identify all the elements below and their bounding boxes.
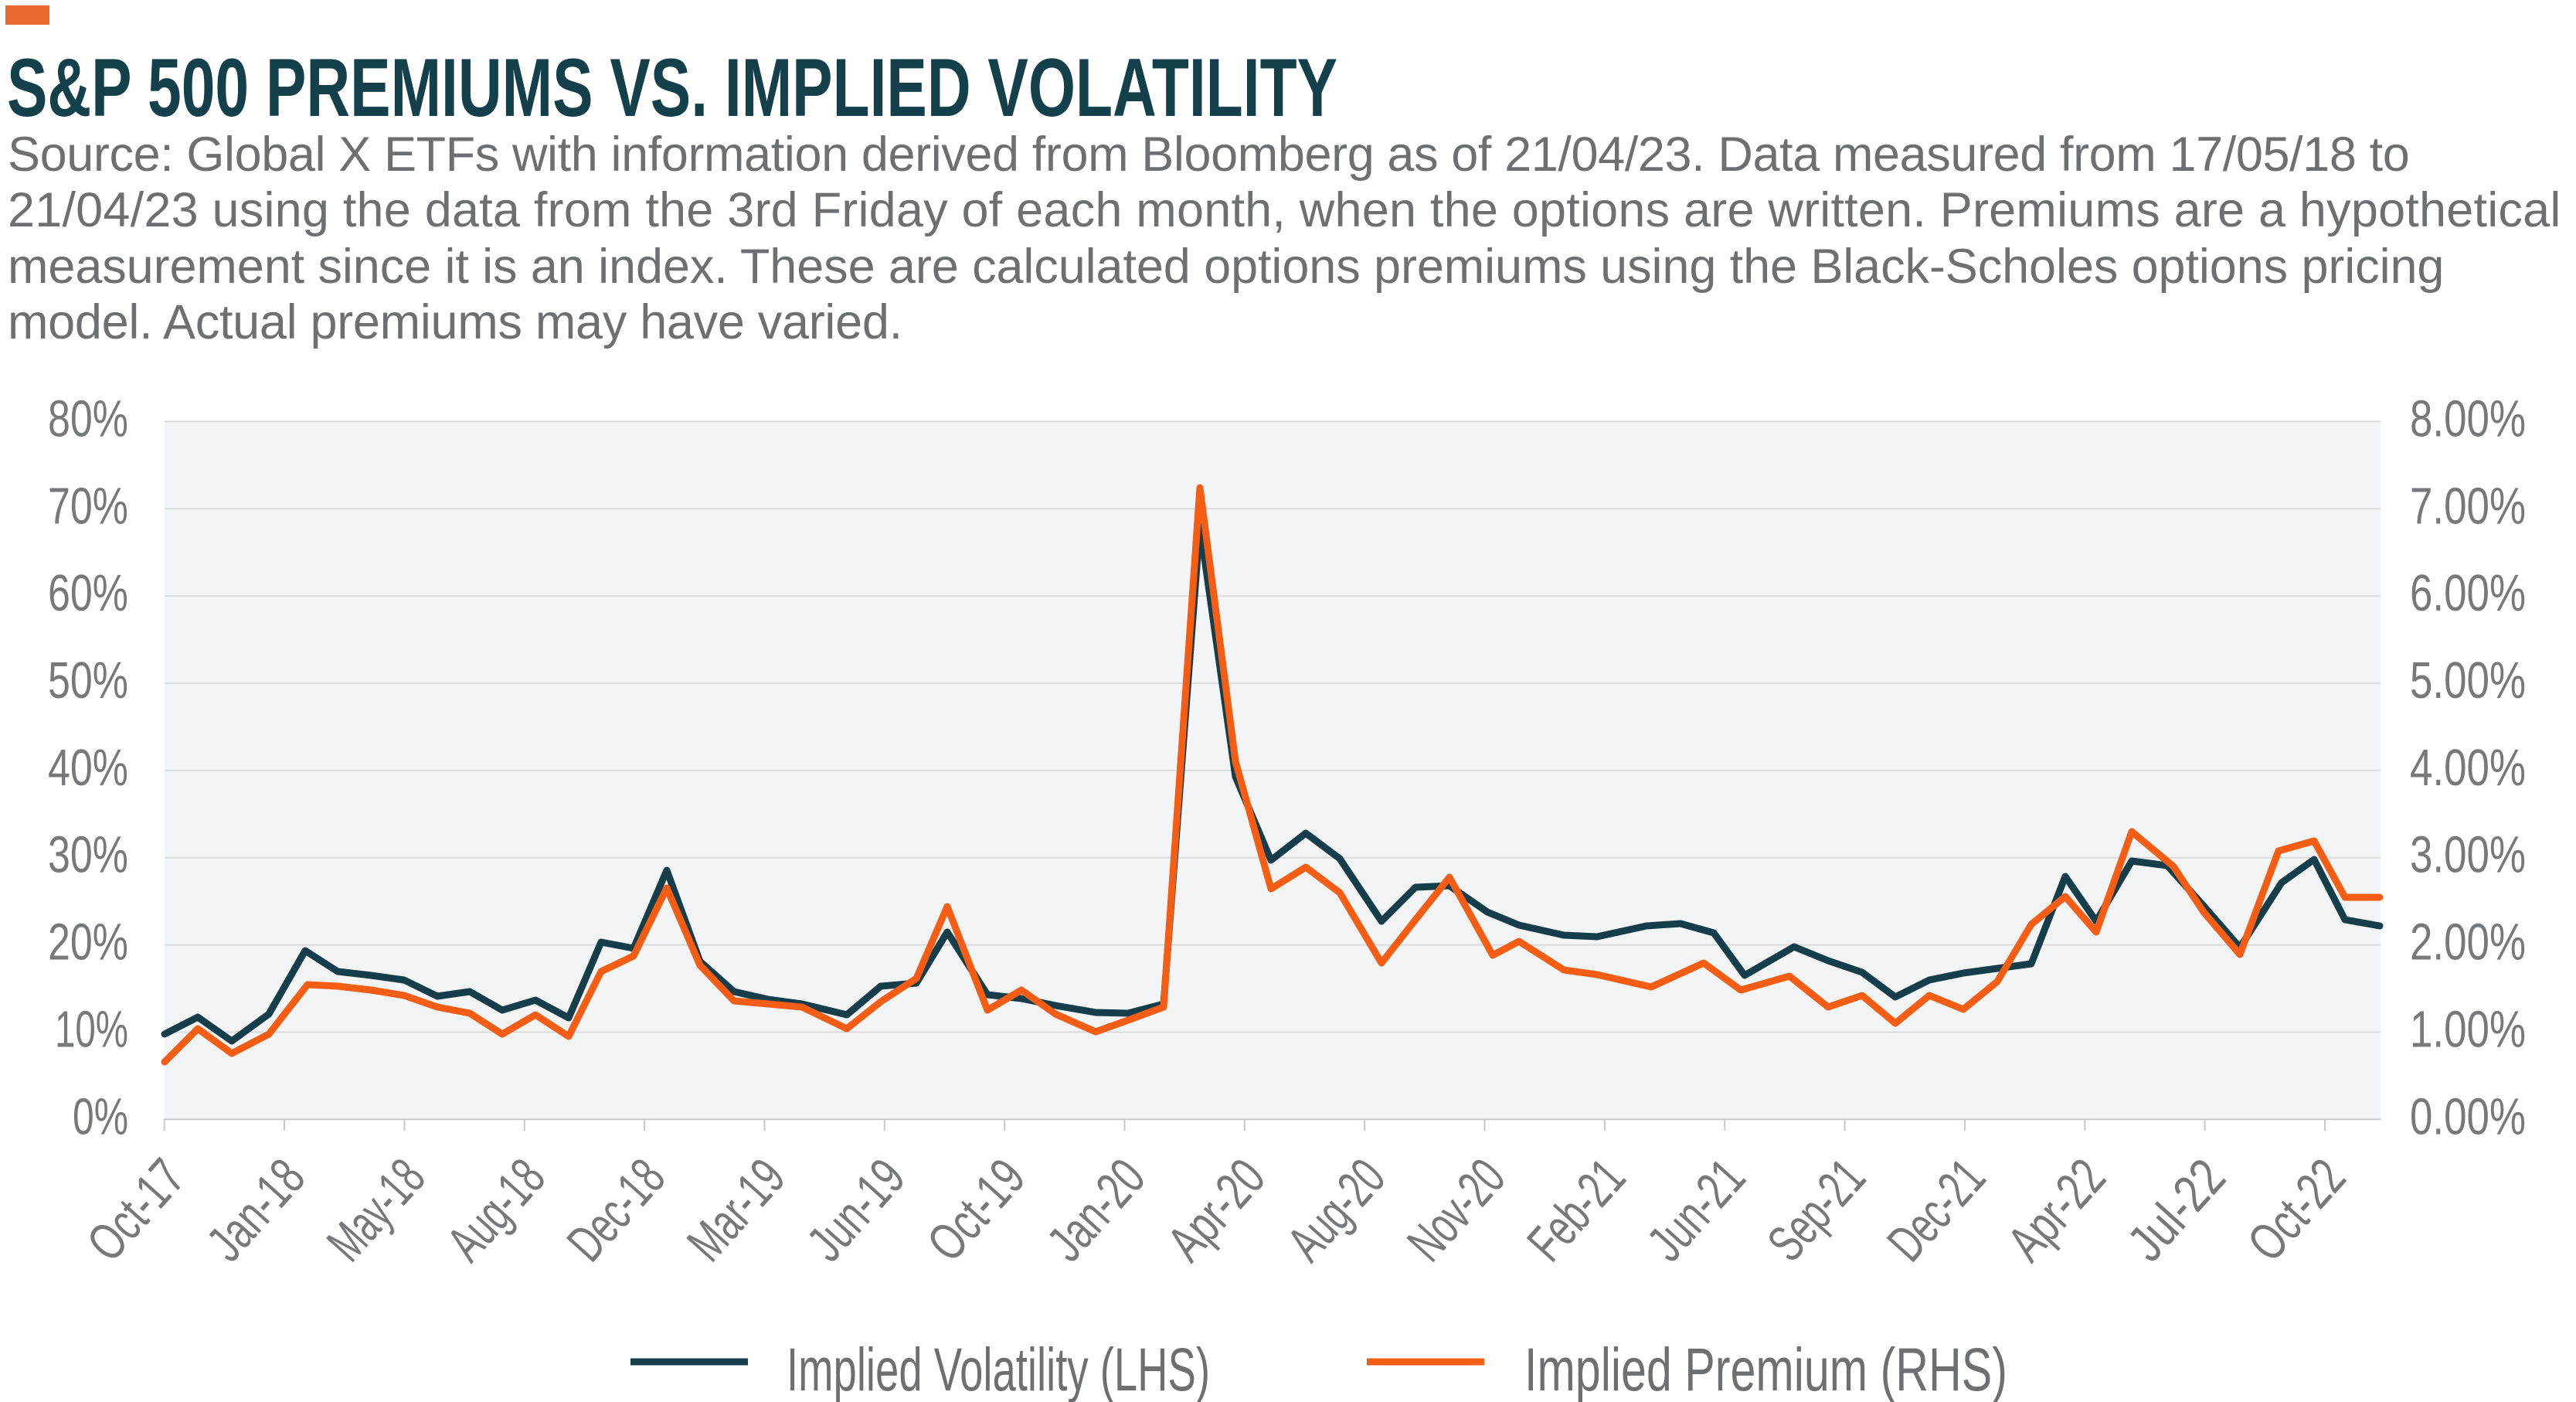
svg-text:1.00%: 1.00%: [2410, 1000, 2526, 1058]
svg-text:Jun-21: Jun-21: [1636, 1148, 1757, 1272]
svg-text:Feb-21: Feb-21: [1517, 1148, 1637, 1272]
svg-text:Jun-19: Jun-19: [796, 1148, 916, 1272]
svg-text:7.00%: 7.00%: [2410, 477, 2526, 535]
svg-text:May-18: May-18: [316, 1148, 437, 1272]
svg-text:3.00%: 3.00%: [2410, 826, 2526, 884]
svg-text:6.00%: 6.00%: [2410, 564, 2526, 622]
svg-text:80%: 80%: [48, 390, 128, 447]
svg-text:Dec-18: Dec-18: [556, 1148, 677, 1272]
svg-text:40%: 40%: [48, 739, 128, 797]
svg-text:10%: 10%: [55, 1000, 128, 1058]
svg-text:20%: 20%: [48, 914, 128, 972]
svg-text:Jul-22: Jul-22: [2116, 1148, 2237, 1272]
svg-text:Oct-22: Oct-22: [2237, 1148, 2357, 1272]
svg-text:60%: 60%: [48, 564, 128, 622]
svg-text:Oct-17: Oct-17: [76, 1148, 196, 1272]
svg-text:30%: 30%: [48, 826, 128, 884]
svg-text:Jan-20: Jan-20: [1036, 1148, 1157, 1272]
svg-text:4.00%: 4.00%: [2410, 739, 2526, 797]
svg-text:0%: 0%: [73, 1087, 128, 1145]
svg-text:0.00%: 0.00%: [2410, 1087, 2526, 1145]
svg-text:50%: 50%: [48, 652, 128, 710]
svg-text:Jan-18: Jan-18: [196, 1148, 317, 1272]
svg-text:Sep-21: Sep-21: [1756, 1148, 1877, 1272]
svg-text:Mar-19: Mar-19: [676, 1148, 797, 1272]
svg-text:Dec-21: Dec-21: [1877, 1148, 1997, 1272]
svg-text:8.00%: 8.00%: [2410, 390, 2526, 447]
svg-text:Apr-20: Apr-20: [1156, 1148, 1276, 1272]
svg-text:70%: 70%: [48, 477, 128, 535]
svg-text:Oct-19: Oct-19: [916, 1148, 1037, 1272]
svg-text:5.00%: 5.00%: [2410, 652, 2526, 710]
svg-text:Aug-20: Aug-20: [1276, 1148, 1397, 1272]
svg-text:Implied Premium (RHS): Implied Premium (RHS): [1524, 1335, 2007, 1402]
svg-text:Apr-22: Apr-22: [1997, 1148, 2117, 1272]
svg-text:Nov-20: Nov-20: [1396, 1148, 1517, 1272]
svg-text:2.00%: 2.00%: [2410, 914, 2526, 972]
svg-text:Aug-18: Aug-18: [436, 1148, 556, 1272]
svg-text:Implied Volatility (LHS): Implied Volatility (LHS): [787, 1335, 1210, 1402]
